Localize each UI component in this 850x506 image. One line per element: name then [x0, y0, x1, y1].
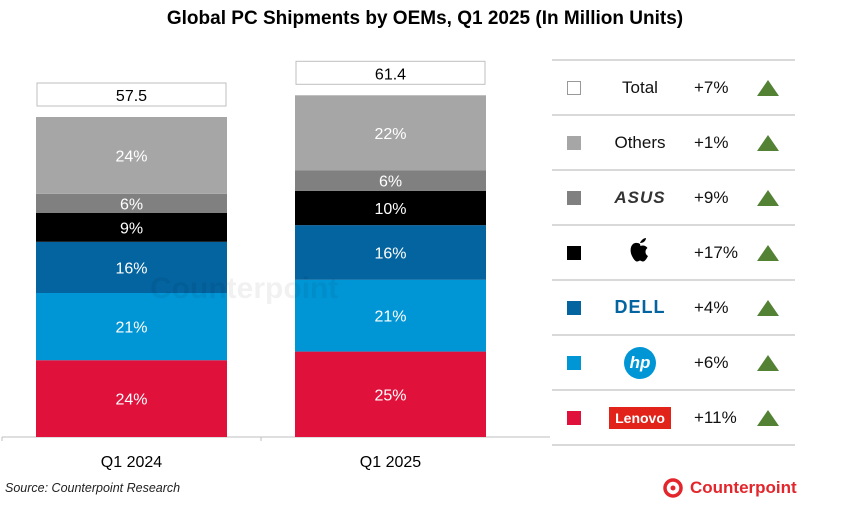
lenovo-logo: Lenovo [609, 406, 671, 429]
total-box [36, 82, 227, 107]
legend-yoy-growth: +11% [694, 408, 737, 427]
legend-item-total: Total +7% [552, 59, 795, 116]
segment-label: 21% [374, 309, 406, 326]
legend-swatch [567, 136, 581, 150]
triangle-up-icon [757, 300, 779, 316]
segment-label: 22% [374, 126, 406, 143]
bar-segment-hp [36, 293, 227, 361]
legend-item-others: Others +1% [552, 116, 795, 171]
legend-yoy-growth: +9% [694, 188, 729, 207]
legend-item-apple: +17% [552, 226, 795, 281]
bar-segment-asus [36, 193, 227, 213]
legend-swatch [567, 191, 581, 205]
bar-segment-others [36, 117, 227, 194]
legend-label: ASUS [600, 171, 680, 224]
legend-yoy-growth: +4% [694, 298, 729, 317]
legend-item-hp: hp +6% [552, 336, 795, 391]
bar-segment-asus [295, 170, 486, 191]
segment-label: 21% [115, 320, 147, 337]
legend-label: Others [600, 116, 680, 169]
legend-item-asus: ASUS +9% [552, 171, 795, 226]
brand-logo: Counterpoint [662, 477, 797, 499]
legend-label-text: Total [622, 77, 658, 97]
bar-segment-apple [36, 213, 227, 242]
segment-label: 24% [115, 148, 147, 165]
segment-label: 6% [120, 196, 143, 213]
bar-segment-dell [36, 241, 227, 293]
chart-title: Global PC Shipments by OEMs, Q1 2025 (In… [166, 8, 684, 29]
legend: Total +7% Others +1% ASUS +9% +17% DELL +4% hp +6%… [552, 59, 795, 446]
legend-item-lenovo: Lenovo +11% [552, 391, 795, 446]
segment-label: 9% [120, 220, 143, 237]
bar-segment-others [295, 95, 486, 171]
apple-icon [627, 234, 653, 271]
legend-yoy-growth: +7% [694, 78, 729, 97]
segment-label: 25% [374, 387, 406, 404]
legend-yoy-growth: +6% [694, 353, 729, 372]
segment-label: 6% [379, 174, 402, 191]
legend-swatch [567, 246, 581, 260]
stacked-bar-plot: 24% 21% 16% 9% 6% 24% 57.5 Q1 2024 25% 21% 16% 10% 6… [1, 60, 550, 471]
legend-label [600, 226, 680, 279]
total-box [295, 60, 486, 85]
total-label: 57.5 [116, 88, 147, 105]
legend-label: Lenovo [600, 391, 680, 444]
bar-segment-apple [295, 190, 486, 226]
triangle-up-icon [757, 410, 779, 426]
dell-logo: DELL [614, 297, 666, 317]
triangle-up-icon [757, 80, 779, 96]
counterpoint-logo-icon [663, 478, 683, 498]
legend-yoy-growth: +17% [694, 243, 738, 262]
triangle-up-icon [757, 245, 779, 261]
total-label: 61.4 [375, 66, 406, 83]
legend-label-text: Others [614, 132, 666, 152]
segment-label: 16% [115, 260, 147, 277]
asus-logo: ASUS [614, 187, 666, 207]
legend-item-dell: DELL +4% [552, 281, 795, 336]
category-label: Q1 2024 [101, 454, 162, 471]
triangle-up-icon [757, 190, 779, 206]
legend-label: DELL [600, 281, 680, 334]
legend-label: Total [600, 61, 680, 114]
segment-label: 10% [374, 201, 406, 218]
legend-yoy-growth: +1% [694, 133, 729, 152]
category-label: Q1 2025 [360, 454, 421, 471]
bar-segment-dell [295, 225, 486, 280]
legend-swatch [567, 411, 581, 425]
segment-label: 24% [115, 392, 147, 409]
watermark: Counterpoint [150, 272, 338, 305]
brand-name: Counterpoint [690, 478, 797, 497]
segment-label: 16% [374, 245, 406, 262]
hp-logo: hp [624, 346, 656, 379]
bar-segment-lenovo [295, 351, 486, 437]
legend-swatch [567, 301, 581, 315]
triangle-up-icon [757, 355, 779, 371]
source-note: Source: Counterpoint Research [5, 481, 181, 495]
triangle-up-icon [757, 135, 779, 151]
legend-label: hp [600, 336, 680, 389]
bar-segment-hp [295, 279, 486, 352]
bar-segment-lenovo [36, 360, 227, 437]
legend-swatch [567, 81, 581, 95]
legend-swatch [567, 356, 581, 370]
